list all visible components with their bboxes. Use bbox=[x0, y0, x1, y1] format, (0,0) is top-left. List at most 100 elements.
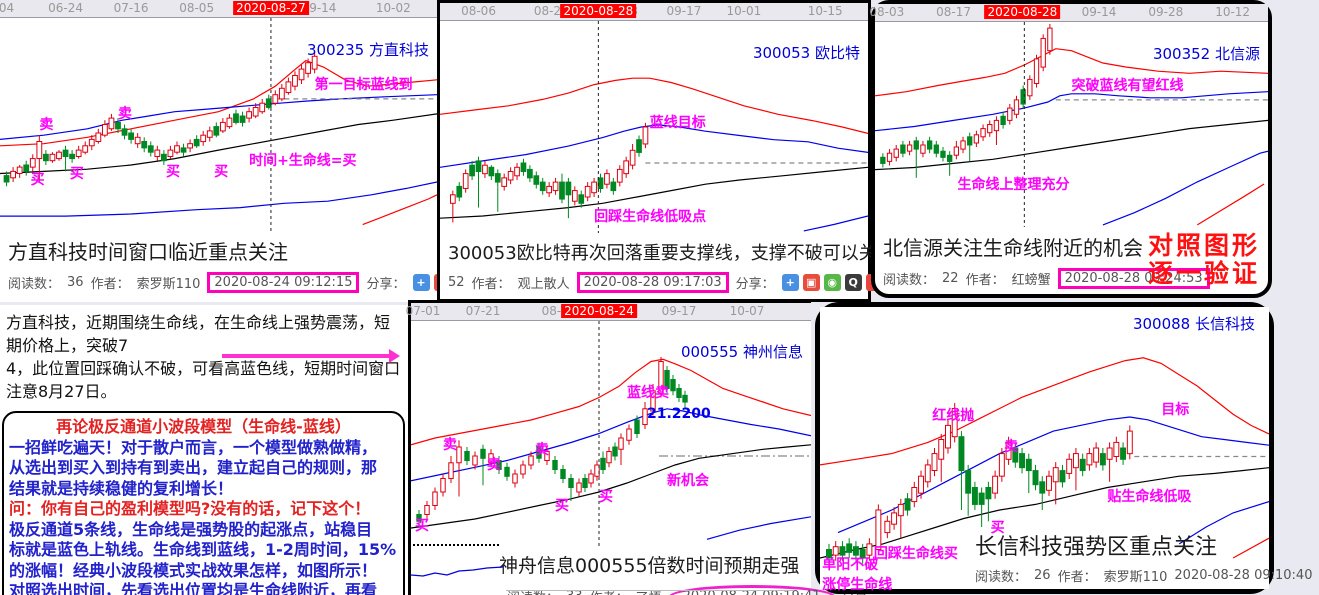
reads-label: 阅读数： bbox=[975, 570, 1028, 585]
date-tick-highlighted: 2020-08-27 bbox=[233, 1, 309, 15]
reads-count: 26 bbox=[1034, 568, 1051, 583]
share-icon-img[interactable]: ▣ bbox=[802, 274, 820, 291]
reads-count: 36 bbox=[67, 275, 84, 290]
note-line: 标就是蓝色上轨线。生命线到蓝线，1-2周时间，15% bbox=[9, 540, 397, 559]
reads-count: 22 bbox=[942, 271, 959, 286]
share-icon-qq[interactable]: Q bbox=[844, 274, 862, 291]
dotted-line bbox=[413, 544, 499, 546]
candlestick-chart: 蓝线目标 回踩生命线低吸点 300053 欧比特 bbox=[440, 21, 868, 233]
reads-label: 阅读数： bbox=[8, 277, 61, 292]
date-tick: 10-02 bbox=[375, 1, 411, 15]
post-title: 神舟信息000555倍数时间预期走强 bbox=[499, 555, 800, 577]
candlestick-chart: 蓝线卖 21.2200 卖卖卖买买买新机会 000555 神州信息 bbox=[411, 321, 811, 546]
candlestick-chart: 突破蓝线有望红线 生命线上整理充分 300352 北信源 bbox=[875, 22, 1268, 227]
date-tick: 10-15 bbox=[807, 4, 843, 18]
date-tick: 07-16 bbox=[113, 1, 149, 15]
post-time-highlighted: 2020-08-28 09:17:03 bbox=[576, 272, 729, 293]
note-line: 从选出到买入到持有到卖出，建立起自己的规则，那 bbox=[9, 458, 378, 477]
share-label[interactable]: 分享： bbox=[366, 277, 406, 292]
author-label: 作者： bbox=[1057, 570, 1097, 585]
chart-panel-fangzhi-keji: 04 06-24 07-16 08-05 2020-08-27 09-14 10-02 第一… bbox=[0, 0, 518, 302]
date-tick: 08-03 bbox=[869, 5, 905, 19]
chart-panel-shenzhou-xinxi: 07-01 07-21 08-10 2020-08-24 09-17 10-07 蓝线卖 2… bbox=[406, 300, 868, 595]
author-label: 作者： bbox=[590, 587, 629, 595]
note-line: 结果就是持续稳健的复利增长！ bbox=[9, 478, 234, 498]
reads-label: 阅读数： bbox=[883, 273, 936, 288]
author-name: 索罗斯110 bbox=[1103, 570, 1168, 585]
magenta-underline-arrow bbox=[222, 349, 400, 363]
note-line: 的涨幅！经典小波段模式实战效果怎样，如图所示！ bbox=[9, 560, 378, 580]
author-name: 观上散人 bbox=[517, 277, 570, 292]
note-line: 再论极反通道小波段模型（生命线-蓝线） bbox=[56, 417, 351, 436]
date-tick: 09-14 bbox=[1081, 5, 1117, 19]
post-title: 长信科技强势区重点关注 bbox=[975, 535, 1218, 560]
candlestick-chart: 第一目标蓝线到卖卖买买买买时间+生命线=买 300235 方直科技 bbox=[0, 18, 437, 231]
date-tick: 06-24 bbox=[48, 1, 83, 15]
reads-label: 阅读数： bbox=[507, 587, 559, 595]
share-label[interactable]: 分享： bbox=[735, 277, 775, 292]
stock-label: 300088 长信科技 bbox=[1132, 315, 1255, 333]
post-time-highlighted: 2020-08-24 09:12:15 bbox=[207, 272, 360, 293]
chart-panel-changxin-keji: 红线抛 目标卖买贴生命线低吸 回踩生命线买 单阳不破 涨停生命线 300088 长信科技… bbox=[815, 302, 1312, 594]
author-name: 红螃蟹 bbox=[1011, 273, 1051, 288]
share-icon-plus[interactable]: + bbox=[412, 274, 430, 291]
share-icon-plus[interactable]: + bbox=[781, 274, 799, 291]
author-label: 作者： bbox=[965, 273, 1005, 288]
date-tick: 07-01 bbox=[405, 304, 441, 318]
author-name: 了悟 bbox=[636, 587, 662, 595]
date-tick: 09-28 bbox=[1148, 5, 1184, 19]
date-tick: 08-05 bbox=[179, 1, 215, 15]
date-tick: 09-17 bbox=[661, 304, 697, 318]
chart-panel-beixinyuan: 08-03 08-17 2020-08-28 09-14 09-28 10-12 突破蓝线… bbox=[869, 0, 1272, 298]
date-tick: 08-17 bbox=[936, 5, 972, 19]
intro-line2: 4，此位置回踩确认不破，可看高蓝色线，短期时间窗口注意8月27日。 bbox=[6, 359, 401, 401]
post-time: 2020-08-28 09:10:40 bbox=[1174, 568, 1313, 583]
stock-label: 300352 北信源 bbox=[1152, 45, 1260, 63]
date-tick: 09-14 bbox=[301, 1, 337, 15]
side-note: 对照图形 逐一验证 bbox=[1148, 232, 1260, 288]
note-line: 极反通道5条线，生命线是强势股的起涨点，站稳目 bbox=[9, 519, 373, 539]
date-tick: 07-21 bbox=[465, 304, 501, 318]
date-axis: 04 06-24 07-16 08-05 2020-08-27 09-14 10-02 bbox=[0, 0, 437, 18]
candlestick-chart: 红线抛 目标卖买贴生命线低吸 回踩生命线买 单阳不破 涨停生命线 300088 长信科技 bbox=[820, 307, 1269, 592]
note-line: 对照选出时间，先看选出位置均是生命线附近，再看 bbox=[9, 581, 378, 595]
intro-line1: 方直科技，近期围绕生命线，在生命线上强势震荡，短期价格上，突破7 bbox=[6, 313, 391, 355]
date-tick: 10-01 bbox=[726, 4, 762, 18]
stock-label: 300053 欧比特 bbox=[752, 44, 860, 62]
post-title: 300053欧比特再次回落重要支撑线，支撑不破可以关注 bbox=[448, 243, 895, 264]
date-axis: 07-01 07-21 08-10 2020-08-24 09-17 10-07 bbox=[406, 303, 811, 321]
date-tick: 10-12 bbox=[1215, 5, 1251, 19]
stock-label: 300235 方直科技 bbox=[306, 41, 429, 59]
author-name: 索罗斯110 bbox=[136, 277, 201, 292]
share-icon-wechat[interactable]: ◉ bbox=[823, 274, 841, 291]
side-note-line2: 逐一验证 bbox=[1147, 259, 1260, 288]
meta-divider bbox=[506, 590, 794, 591]
post-time-highlighted: 2020-08-28 09:24:53 bbox=[1057, 268, 1210, 289]
commentary-block: 方直科技，近期围绕生命线，在生命线上强势震荡，短期价格上，突破7 4，此位置回踩… bbox=[0, 305, 408, 595]
side-note-line1: 对照图形 bbox=[1147, 231, 1260, 260]
date-tick: 10-07 bbox=[729, 304, 765, 318]
date-tick-highlighted: 2020-08-28 bbox=[560, 4, 637, 18]
date-axis: 08-03 08-17 2020-08-28 09-14 09-28 10-12 bbox=[869, 4, 1268, 22]
stock-label: 000555 神州信息 bbox=[680, 343, 803, 361]
reads-count: 33 bbox=[566, 589, 583, 595]
commentary-intro: 方直科技，近期围绕生命线，在生命线上强势震荡，短期价格上，突破7 4，此位置回踩… bbox=[0, 305, 408, 403]
author-label: 作者： bbox=[90, 277, 130, 292]
date-tick-highlighted: 2020-08-24 bbox=[561, 304, 637, 318]
note-line: 问：你有自己的盈利模型吗?没有的话，记下这个！ bbox=[9, 499, 371, 518]
post-title: 北信源关注生命线附近的机会 bbox=[883, 236, 1143, 260]
note-line: 一招鲜吃遍天！对于散户而言，一个模型做熟做精， bbox=[9, 437, 378, 457]
blue-squiggle-line bbox=[411, 566, 503, 577]
date-tick: 09-17 bbox=[666, 4, 702, 18]
author-label: 作者： bbox=[471, 277, 511, 292]
date-tick: 08-20 bbox=[533, 4, 569, 18]
date-tick: 08-06 bbox=[461, 4, 496, 18]
date-tick: 04 bbox=[0, 1, 15, 15]
date-tick-highlighted: 2020-08-28 bbox=[984, 5, 1061, 19]
reads-count: 52 bbox=[448, 275, 465, 290]
post-title: 方直科技时间窗口临近重点关注 bbox=[8, 240, 288, 264]
model-note-box: 再论极反通道小波段模型（生命线-蓝线） 一招鲜吃遍天！对于散户而言，一个模型做熟做… bbox=[2, 411, 405, 595]
